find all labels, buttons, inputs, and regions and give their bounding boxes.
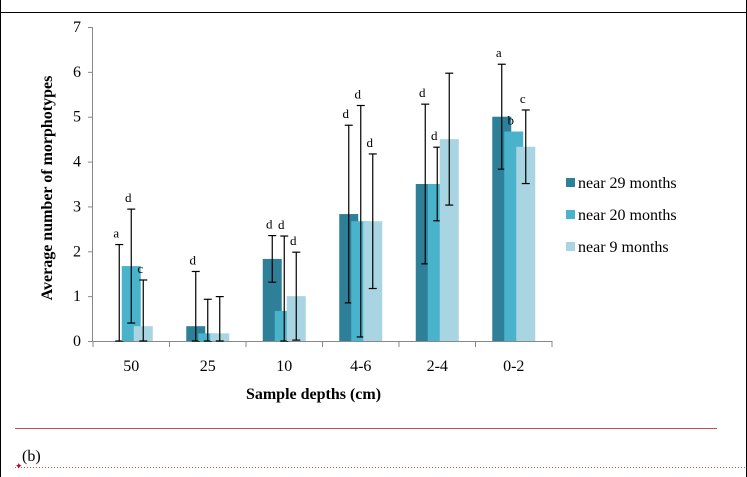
- y-tick-label: 5: [73, 109, 81, 126]
- legend-swatch: [566, 210, 575, 219]
- y-tick-label: 6: [73, 64, 81, 81]
- y-tick-label: 4: [73, 154, 81, 171]
- x-tick-label: 0-2: [503, 358, 524, 375]
- significance-letter: d: [190, 252, 197, 267]
- significance-letter: c: [137, 261, 143, 276]
- y-tick-label: 7: [73, 19, 81, 36]
- x-axis-title: Sample depths (cm): [246, 386, 381, 403]
- significance-letter: d: [125, 190, 132, 205]
- significance-letter: d: [355, 87, 362, 102]
- legend-swatch: [566, 242, 575, 251]
- y-tick-label: 0: [73, 333, 81, 350]
- significance-letter: d: [343, 106, 350, 121]
- significance-letter: d: [278, 217, 285, 232]
- legend-label: near 29 months: [578, 175, 677, 192]
- x-tick-label: 4-6: [350, 358, 371, 375]
- legend-label: near 9 months: [578, 239, 669, 256]
- significance-letter: d: [266, 217, 273, 232]
- significance-letter: a: [496, 45, 502, 60]
- anchor-marker-icon: ✦: [15, 461, 23, 471]
- y-tick-label: 3: [73, 198, 81, 215]
- x-tick-label: 25: [200, 358, 216, 375]
- bar: [516, 146, 536, 341]
- significance-letter: a: [113, 226, 119, 241]
- x-tick-label: 10: [276, 358, 292, 375]
- significance-letter: b: [508, 113, 515, 128]
- y-tick-label: 1: [73, 288, 81, 305]
- panel-label: (b): [22, 448, 41, 465]
- bar: [439, 139, 459, 341]
- significance-letter: c: [520, 91, 526, 106]
- y-axis-title: Average number of morphotypes: [39, 76, 56, 301]
- legend-label: near 20 months: [578, 207, 677, 224]
- significance-letter: d: [290, 233, 297, 248]
- significance-letter: d: [367, 135, 374, 150]
- significance-letter: d: [419, 85, 426, 100]
- y-tick-label: 2: [73, 243, 81, 260]
- x-tick-label: 50: [123, 358, 139, 375]
- significance-letter: d: [431, 128, 438, 143]
- legend-swatch: [566, 178, 575, 187]
- x-tick-label: 2-4: [427, 358, 448, 375]
